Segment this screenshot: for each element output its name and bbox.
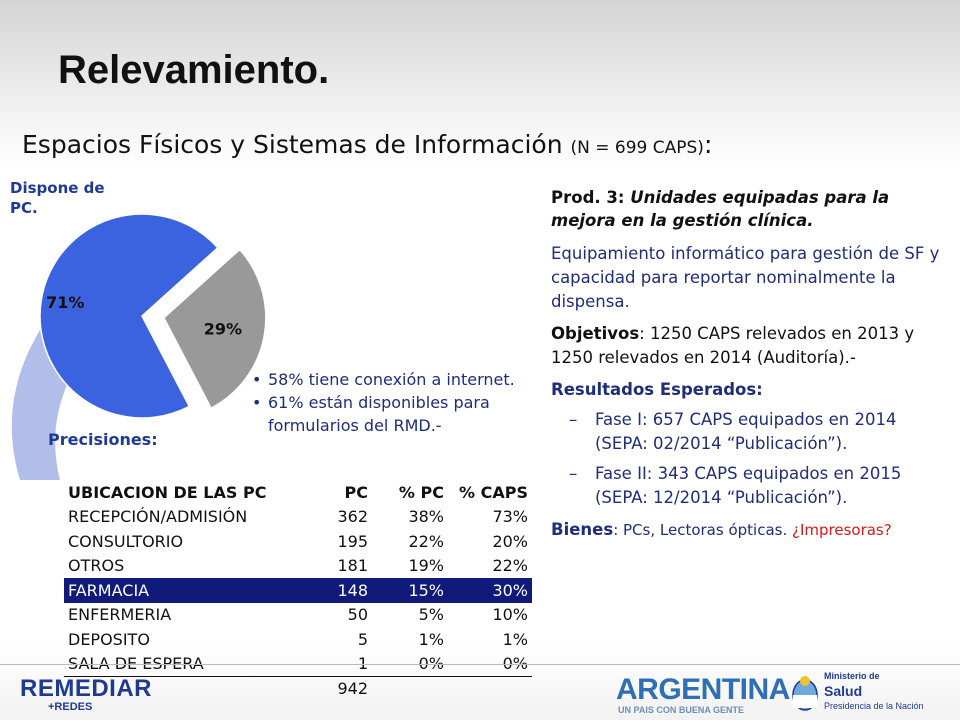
bullet-item: 58% tiene conexión a internet. bbox=[248, 368, 538, 391]
presidencia-label: Presidencia de la Nación bbox=[824, 701, 924, 711]
table-total-row: 942 bbox=[64, 676, 532, 701]
column-header-pc: PC bbox=[344, 482, 368, 502]
cell-pct-caps: 0% bbox=[502, 654, 528, 674]
cell-pct-pc: 1% bbox=[418, 629, 444, 649]
bienes-text: : PCs, Lectoras ópticas. bbox=[613, 521, 792, 539]
objetivos-paragraph: Objetivos: 1250 CAPS relevados en 2013 y… bbox=[551, 322, 941, 370]
objetivos-label: Objetivos bbox=[551, 324, 640, 343]
right-text-panel: Prod. 3: Unidades equipadas para la mejo… bbox=[551, 186, 941, 539]
product-description: Unidades equipadas para la mejora en la … bbox=[551, 188, 890, 230]
bienes-question: ¿Impresoras? bbox=[792, 521, 892, 539]
bullet-item: 61% están disponibles para formularios d… bbox=[248, 391, 538, 437]
cell-pct-pc: 5% bbox=[418, 605, 444, 625]
precisiones-label: Precisiones: bbox=[48, 430, 158, 449]
cell-pct-caps: 30% bbox=[492, 580, 528, 600]
cell-pct-pc: 22% bbox=[408, 531, 444, 551]
total-pc-value: 942 bbox=[337, 679, 368, 699]
column-header-location: UBICACION DE LAS PC bbox=[68, 482, 267, 502]
column-header-pct-caps: % CAPS bbox=[459, 482, 528, 502]
cell-location: CONSULTORIO bbox=[68, 531, 184, 551]
cell-pct-caps: 1% bbox=[502, 629, 528, 649]
ministerio-label: Ministerio de bbox=[824, 671, 880, 681]
resultados-heading: Resultados Esperados: bbox=[551, 380, 763, 399]
column-header-pct-pc: % PC bbox=[398, 482, 444, 502]
subtitle-text: Espacios Físicos y Sistemas de Informaci… bbox=[22, 130, 563, 159]
cell-pct-caps: 10% bbox=[492, 605, 528, 625]
dash-marker: – bbox=[569, 464, 578, 483]
fase-item: – Fase II: 343 CAPS equipados en 2015 (S… bbox=[551, 462, 941, 510]
cell-pc: 195 bbox=[337, 531, 368, 551]
dash-marker: – bbox=[569, 410, 578, 429]
remediar-logo: REMEDIAR bbox=[20, 675, 153, 702]
cell-location: DEPOSITO bbox=[68, 629, 150, 649]
cell-pct-caps: 20% bbox=[492, 531, 528, 551]
fase-item: – Fase I: 657 CAPS equipados en 2014 (SE… bbox=[551, 408, 941, 456]
redes-logo: +REDES bbox=[48, 701, 93, 713]
pc-location-table: UBICACION DE LAS PC PC % PC % CAPS RECEP… bbox=[64, 480, 532, 701]
cell-pc: 50 bbox=[347, 605, 368, 625]
salud-label: Salud bbox=[824, 683, 863, 699]
table-row: DEPOSITO 5 1% 1% bbox=[64, 627, 532, 652]
cell-pct-pc: 38% bbox=[408, 507, 444, 527]
bullet-list: 58% tiene conexión a internet. 61% están… bbox=[248, 368, 538, 437]
bienes-label: Bienes bbox=[551, 520, 614, 539]
subtitle-n: (N = 699 CAPS) bbox=[570, 138, 704, 158]
argentina-logo: ARGENTINA bbox=[616, 673, 790, 706]
product-heading: Prod. 3: Unidades equipadas para la mejo… bbox=[551, 186, 941, 232]
cell-location: SALA DE ESPERA bbox=[68, 654, 204, 674]
argentina-tagline: UN PAIS CON BUENA GENTE bbox=[618, 705, 745, 715]
table-row: RECEPCIÓN/ADMISIÓN 362 38% 73% bbox=[64, 505, 532, 530]
subtitle-colon: : bbox=[703, 130, 713, 159]
slide-title: Relevamiento. bbox=[58, 48, 330, 92]
cell-location: OTROS bbox=[68, 556, 125, 576]
cell-pc: 1 bbox=[357, 654, 368, 674]
table-header-row: UBICACION DE LAS PC PC % PC % CAPS bbox=[64, 480, 532, 505]
slide-subtitle: Espacios Físicos y Sistemas de Informaci… bbox=[22, 130, 712, 159]
objetivos-text: : 1250 CAPS relevados en 2013 y 1250 rel… bbox=[551, 324, 915, 367]
coat-of-arms-icon bbox=[792, 676, 818, 711]
bienes-paragraph: Bienes: PCs, Lectoras ópticas. ¿Impresor… bbox=[551, 520, 941, 539]
pie-slice-label: 71% bbox=[46, 293, 84, 312]
pie-slice-label: 29% bbox=[204, 319, 242, 338]
product-label: Prod. 3: bbox=[551, 188, 631, 207]
cell-pc: 148 bbox=[337, 580, 368, 600]
cell-location: FARMACIA bbox=[68, 580, 150, 600]
fase-text: Fase I: 657 CAPS equipados en 2014 (SEPA… bbox=[595, 410, 897, 453]
cell-pc: 5 bbox=[357, 629, 368, 649]
footer-bar: REMEDIAR +REDES ARGENTINA UN PAIS CON BU… bbox=[0, 664, 960, 720]
cell-pc: 181 bbox=[337, 556, 368, 576]
table-row: OTROS 181 19% 22% bbox=[64, 554, 532, 579]
cell-pct-pc: 15% bbox=[408, 580, 444, 600]
fase-text: Fase II: 343 CAPS equipados en 2015 (SEP… bbox=[595, 464, 902, 507]
cell-pct-caps: 22% bbox=[492, 556, 528, 576]
pie-chart-title: Dispone de PC. bbox=[10, 179, 105, 217]
pie-chart: 29% 71% bbox=[11, 213, 267, 480]
table-row: ENFERMERIA 50 5% 10% bbox=[64, 603, 532, 628]
cell-location: RECEPCIÓN/ADMISIÓN bbox=[68, 507, 248, 527]
cell-pct-pc: 0% bbox=[418, 654, 444, 674]
pie-slice bbox=[39, 213, 219, 419]
cell-pc: 362 bbox=[337, 507, 368, 527]
cell-location: ENFERMERIA bbox=[68, 605, 172, 625]
cell-pct-pc: 19% bbox=[408, 556, 444, 576]
table-row: SALA DE ESPERA 1 0% 0% bbox=[64, 652, 532, 677]
table-row: FARMACIA 148 15% 30% bbox=[64, 578, 532, 603]
table-row: CONSULTORIO 195 22% 20% bbox=[64, 529, 532, 554]
cell-pct-caps: 73% bbox=[492, 507, 528, 527]
pie-slice bbox=[162, 248, 267, 410]
equipamiento-text: Equipamiento informático para gestión de… bbox=[551, 244, 940, 311]
